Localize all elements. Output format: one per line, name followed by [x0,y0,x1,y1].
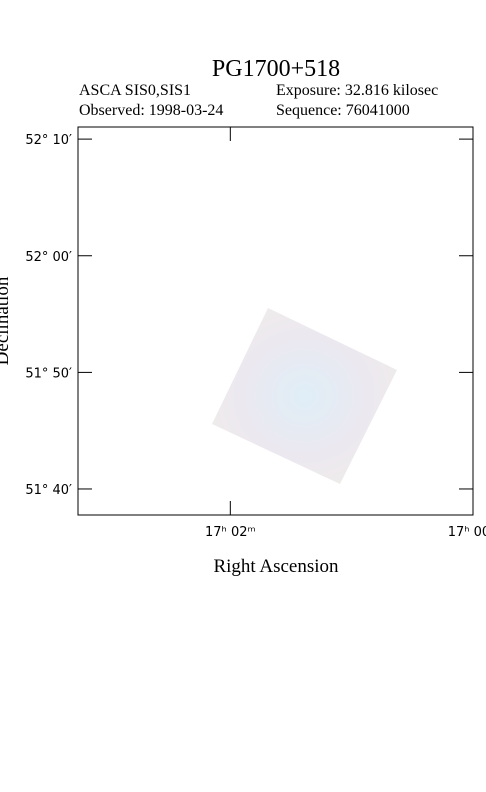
chart-title: PG1700+518 [212,56,340,82]
observed: Observed: 1998-03-24 [79,102,223,119]
exposure: Exposure: 32.816 kilosec [276,82,438,99]
plot-frame [77,126,474,516]
sky-image [212,308,397,484]
sequence: Sequence: 76041000 [276,102,410,119]
x-axis-label: Right Ascension [213,556,339,577]
x-tick-label: 17ʰ 00ᵐ [448,525,486,540]
instrument: ASCA SIS0,SIS1 [79,82,191,99]
y-tick-label: 51° 40′ [25,483,72,498]
x-tick-label: 17ʰ 02ᵐ [205,525,256,540]
y-tick-label: 52° 00′ [25,250,72,265]
y-axis-label: Declination [0,276,13,365]
y-tick-label: 52° 10′ [25,133,72,148]
y-tick-label: 51° 50′ [25,366,72,381]
